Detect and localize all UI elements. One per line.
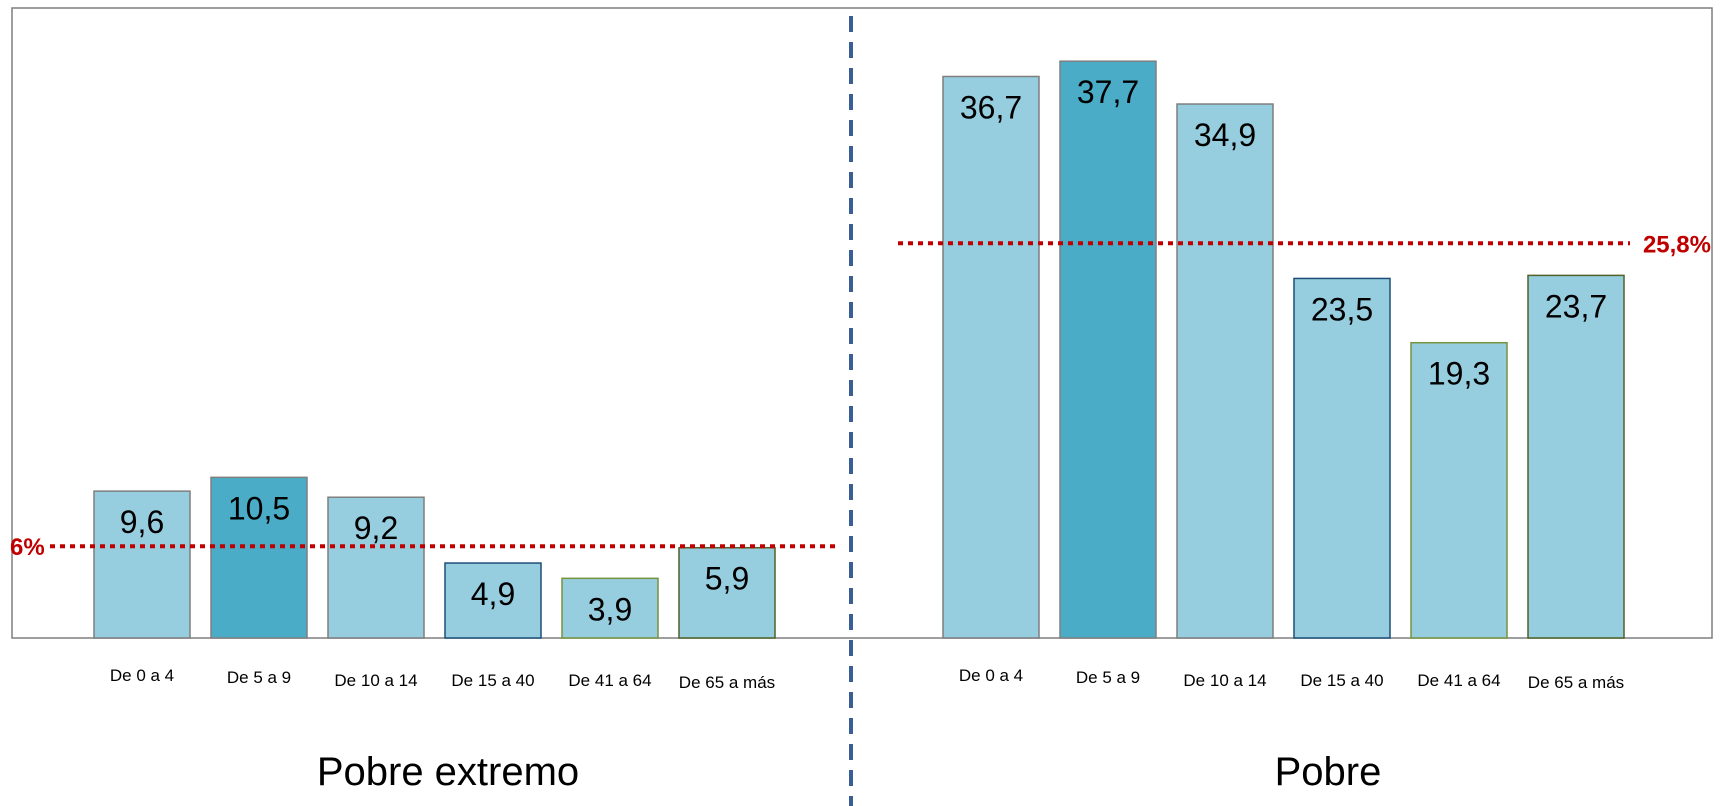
extremo-panel-title: Pobre extremo [317,750,579,794]
pobre-bar-1 [942,75,1040,639]
extremo-value-label-2: 10,5 [228,490,290,526]
extremo-tick-label-5: De 41 a 64 [568,671,651,690]
pobre-value-label-3: 34,9 [1194,117,1256,153]
pobre-bar-6 [1527,274,1625,639]
pobre-value-label-6: 23,7 [1545,288,1607,324]
extremo-reference-label: 6% [10,534,45,561]
pobre-tick-label-1: De 0 a 4 [959,666,1023,685]
extremo-tick-label-1: De 0 a 4 [110,666,174,685]
pobre-tick-label-6: De 65 a más [1528,673,1624,692]
pobre-bar-3 [1176,103,1274,639]
pobre-bar-4 [1293,277,1391,639]
pobre-value-label-5: 19,3 [1428,356,1490,392]
extremo-value-label-6: 5,9 [705,561,749,597]
extremo-tick-label-4: De 15 a 40 [451,671,534,690]
extremo-bar-5 [561,577,659,639]
pobre-value-label-4: 23,5 [1311,291,1373,327]
extremo-value-label-5: 3,9 [588,591,632,627]
extremo-bar-6 [678,546,776,639]
pobre-tick-label-4: De 15 a 40 [1300,671,1383,690]
extremo-value-label-4: 4,9 [471,576,515,612]
pobre-tick-label-2: De 5 a 9 [1076,668,1140,687]
extremo-tick-label-3: De 10 a 14 [334,671,417,690]
pobre-tick-label-3: De 10 a 14 [1183,671,1266,690]
pobre-panel-title: Pobre [1275,750,1382,794]
pobre-reference-label: 25,8% [1643,231,1711,258]
extremo-tick-label-6: De 65 a más [679,673,775,692]
pobre-value-label-1: 36,7 [960,89,1022,125]
extremo-tick-label-2: De 5 a 9 [227,668,291,687]
pobre-tick-label-5: De 41 a 64 [1417,671,1500,690]
extremo-value-label-3: 9,2 [354,510,398,546]
pobre-bar-2 [1059,60,1157,639]
extremo-value-label-1: 9,6 [120,504,164,540]
extremo-bar-4 [444,562,542,639]
pobre-bar-5 [1410,341,1508,639]
extremo-bar-3 [327,496,425,639]
pobre-value-label-2: 37,7 [1077,74,1139,110]
chart-marks: 9,6 De 0 a 4 10,5 De 5 a 9 9,2 De 10 a 14 4,9 D… [10,16,1711,806]
extremo-bar-1 [93,490,191,639]
extremo-bar-2 [210,476,308,639]
